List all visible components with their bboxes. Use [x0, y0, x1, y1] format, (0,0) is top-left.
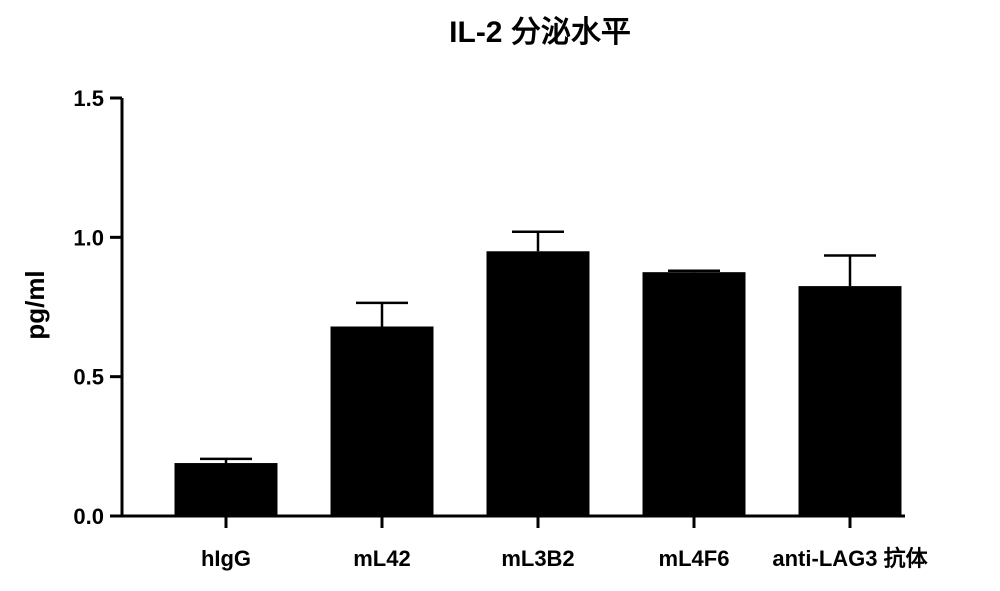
bar	[174, 463, 278, 516]
x-tick-label: hIgG	[201, 546, 251, 571]
bar	[798, 286, 902, 516]
x-tick-label: mL4F6	[659, 546, 730, 571]
bar	[486, 251, 590, 516]
y-tick-labels: 0.0 0.5 1.0 1.5	[73, 86, 104, 529]
y-tick-label: 1.0	[73, 225, 104, 250]
x-tick-label: anti-LAG3 抗体	[772, 546, 928, 571]
bars	[174, 230, 902, 516]
y-tick-label: 0.5	[73, 365, 104, 390]
chart-title: IL-2 分泌水平	[449, 16, 631, 49]
x-tick-label: mL3B2	[501, 546, 574, 571]
y-tick-label: 1.5	[73, 86, 104, 111]
bar	[330, 326, 434, 516]
x-tick-label: mL42	[353, 546, 410, 571]
x-tick-labels: hIgG mL42 mL3B2 mL4F6 anti-LAG3 抗体	[201, 546, 929, 571]
bar	[642, 272, 746, 516]
y-axis-label: pg/ml	[20, 270, 50, 339]
y-tick-label: 0.0	[73, 504, 104, 529]
